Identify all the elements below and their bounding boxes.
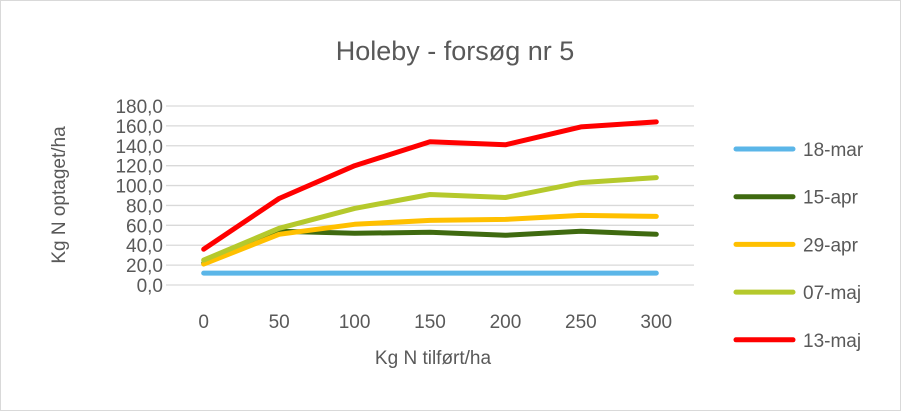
series-line-13-maj [201,119,659,252]
x-axis-ticks: 0 50 100 150 200 250 300 [198,312,672,333]
y-axis-ticks: 0,020,040,060,080,0100,0120,0140,0160,01… [115,97,163,297]
y-axis-label: Kg N optaget/ha [49,126,70,264]
y-tick-label: 20,0 [126,256,163,277]
legend: 18-mar 15-apr 29-apr 07-maj 13-maj [733,140,864,352]
x-tick-label: 300 [640,312,672,333]
y-tick-label: 120,0 [115,157,163,178]
y-tick-label: 160,0 [115,117,163,138]
x-tick-label: 150 [414,312,446,333]
y-tick-label: 0,0 [137,276,163,297]
x-tick-label: 100 [339,312,371,333]
series-lines [201,119,659,276]
series-line-07-maj [201,175,659,263]
legend-label: 29-apr [803,235,859,256]
legend-label: 13-maj [803,331,861,352]
legend-label: 18-mar [803,140,864,161]
x-tick-label: 0 [198,312,209,333]
x-tick-label: 250 [565,312,597,333]
y-tick-label: 100,0 [115,177,163,198]
y-tick-label: 60,0 [126,216,163,237]
x-axis-label: Kg N tilført/ha [375,348,492,369]
y-tick-label: 40,0 [126,236,163,257]
y-tick-label: 180,0 [115,97,163,118]
x-tick-label: 200 [490,312,522,333]
legend-label: 15-apr [803,188,859,209]
chart-title: Holeby - forsøg nr 5 [336,36,575,66]
series-line-15-apr [201,228,659,266]
legend-label: 07-maj [803,283,861,304]
x-tick-label: 50 [269,312,290,333]
y-tick-label: 140,0 [115,137,163,158]
series-line-29-apr [201,212,659,267]
y-tick-label: 80,0 [126,196,163,217]
